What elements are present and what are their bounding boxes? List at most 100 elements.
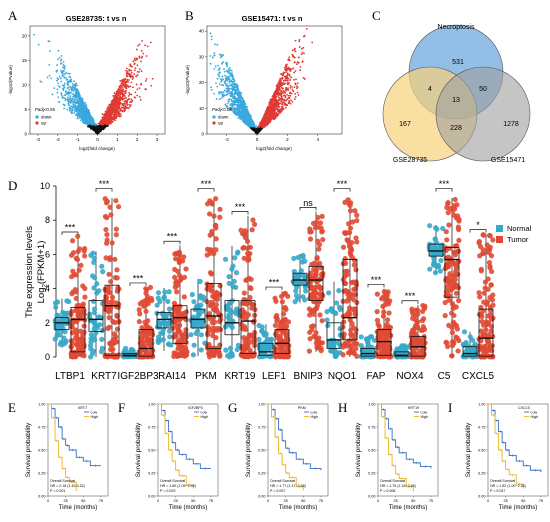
volcano-point xyxy=(106,125,109,127)
volcano-point xyxy=(213,67,216,70)
volcano-point xyxy=(138,55,141,58)
volcano-point xyxy=(62,103,65,106)
volcano-point xyxy=(77,96,79,98)
volcano-point xyxy=(129,101,131,104)
volcano-point xyxy=(69,100,72,103)
volcano-point xyxy=(132,86,134,89)
volcano-point xyxy=(135,75,138,78)
volcano-point xyxy=(113,92,116,94)
volcano-point xyxy=(65,98,67,101)
volcano-point xyxy=(88,120,91,123)
volcano-point xyxy=(75,82,78,85)
volcano-point xyxy=(241,97,244,100)
volcano-point xyxy=(289,87,292,89)
volcano-point xyxy=(134,57,136,60)
volcano-point xyxy=(294,96,297,98)
volcano-point xyxy=(63,107,65,110)
volcano-point xyxy=(101,113,104,115)
volcano-point xyxy=(57,78,60,81)
volcano-point xyxy=(128,98,130,101)
volcano-point xyxy=(59,86,61,89)
volcano-point xyxy=(275,111,278,114)
volcano-point xyxy=(131,99,134,102)
volcano-point xyxy=(223,68,225,71)
volcano-point xyxy=(62,75,65,77)
volcano-xtick-label: 2 xyxy=(136,137,139,142)
volcano-point xyxy=(62,85,65,88)
volcano-point xyxy=(80,104,83,106)
volcano-point xyxy=(104,117,107,120)
volcano-point xyxy=(70,109,72,112)
volcano-point xyxy=(138,71,140,73)
volcano-point xyxy=(236,107,239,110)
volcano-point xyxy=(246,105,249,108)
volcano-point xyxy=(115,105,118,108)
volcano-point xyxy=(228,87,231,90)
volcano-point xyxy=(84,101,87,104)
volcano-point xyxy=(80,99,83,101)
volcano-point xyxy=(101,116,104,119)
volcano-point xyxy=(71,106,74,108)
volcano-point xyxy=(122,90,124,93)
volcano-point xyxy=(271,95,274,98)
volcano-point xyxy=(290,99,292,102)
volcano-point xyxy=(150,84,153,87)
volcano-point xyxy=(225,90,228,93)
volcano-point xyxy=(133,62,136,65)
volcano-point xyxy=(284,106,287,109)
volcano-point xyxy=(146,45,149,48)
volcano-point xyxy=(135,48,138,51)
volcano-point xyxy=(145,55,148,57)
volcano-point xyxy=(217,64,219,67)
volcano-point xyxy=(56,64,59,66)
volcano-point xyxy=(218,68,221,70)
volcano-point xyxy=(299,69,302,71)
volcano-point xyxy=(288,74,291,77)
volcano-point xyxy=(79,115,81,117)
volcano-point xyxy=(209,55,212,57)
volcano-point xyxy=(291,100,294,103)
volcano-point xyxy=(65,90,67,92)
volcano-point xyxy=(128,75,131,78)
volcano-point xyxy=(56,77,59,80)
volcano-point xyxy=(210,88,213,91)
volcano-point xyxy=(122,93,125,96)
volcano-point xyxy=(277,90,280,93)
volcano-point xyxy=(111,121,114,124)
volcano-point xyxy=(298,40,301,43)
volcano-point xyxy=(106,105,109,108)
volcano-point xyxy=(66,78,69,81)
volcano-point xyxy=(57,85,60,87)
volcano-point xyxy=(117,107,120,110)
volcano-point xyxy=(60,80,62,83)
volcano-point xyxy=(108,112,111,115)
volcano-point xyxy=(218,92,221,95)
volcano-point xyxy=(63,72,66,75)
volcano-point xyxy=(83,117,85,120)
volcano-point xyxy=(136,73,139,76)
volcano-point xyxy=(113,113,116,116)
volcano-point xyxy=(127,107,130,110)
volcano-point xyxy=(218,91,220,94)
volcano-point xyxy=(140,56,143,59)
volcano-point xyxy=(144,44,147,47)
volcano-point xyxy=(57,82,60,85)
volcano-xtick-label: 1 xyxy=(116,137,119,142)
volcano-point xyxy=(232,110,234,113)
volcano-point xyxy=(122,104,125,107)
volcano-point xyxy=(114,98,117,101)
volcano-point xyxy=(63,65,66,68)
volcano-point xyxy=(125,67,128,70)
volcano-point xyxy=(128,104,131,106)
volcano-point xyxy=(72,83,74,85)
volcano-point xyxy=(138,43,141,46)
volcano-point xyxy=(98,127,101,129)
volcano-point xyxy=(129,63,132,66)
volcano-point xyxy=(58,101,61,103)
volcano-point xyxy=(74,95,77,98)
volcano-point xyxy=(78,100,80,103)
volcano-point xyxy=(118,85,121,88)
volcano-point xyxy=(78,95,81,97)
